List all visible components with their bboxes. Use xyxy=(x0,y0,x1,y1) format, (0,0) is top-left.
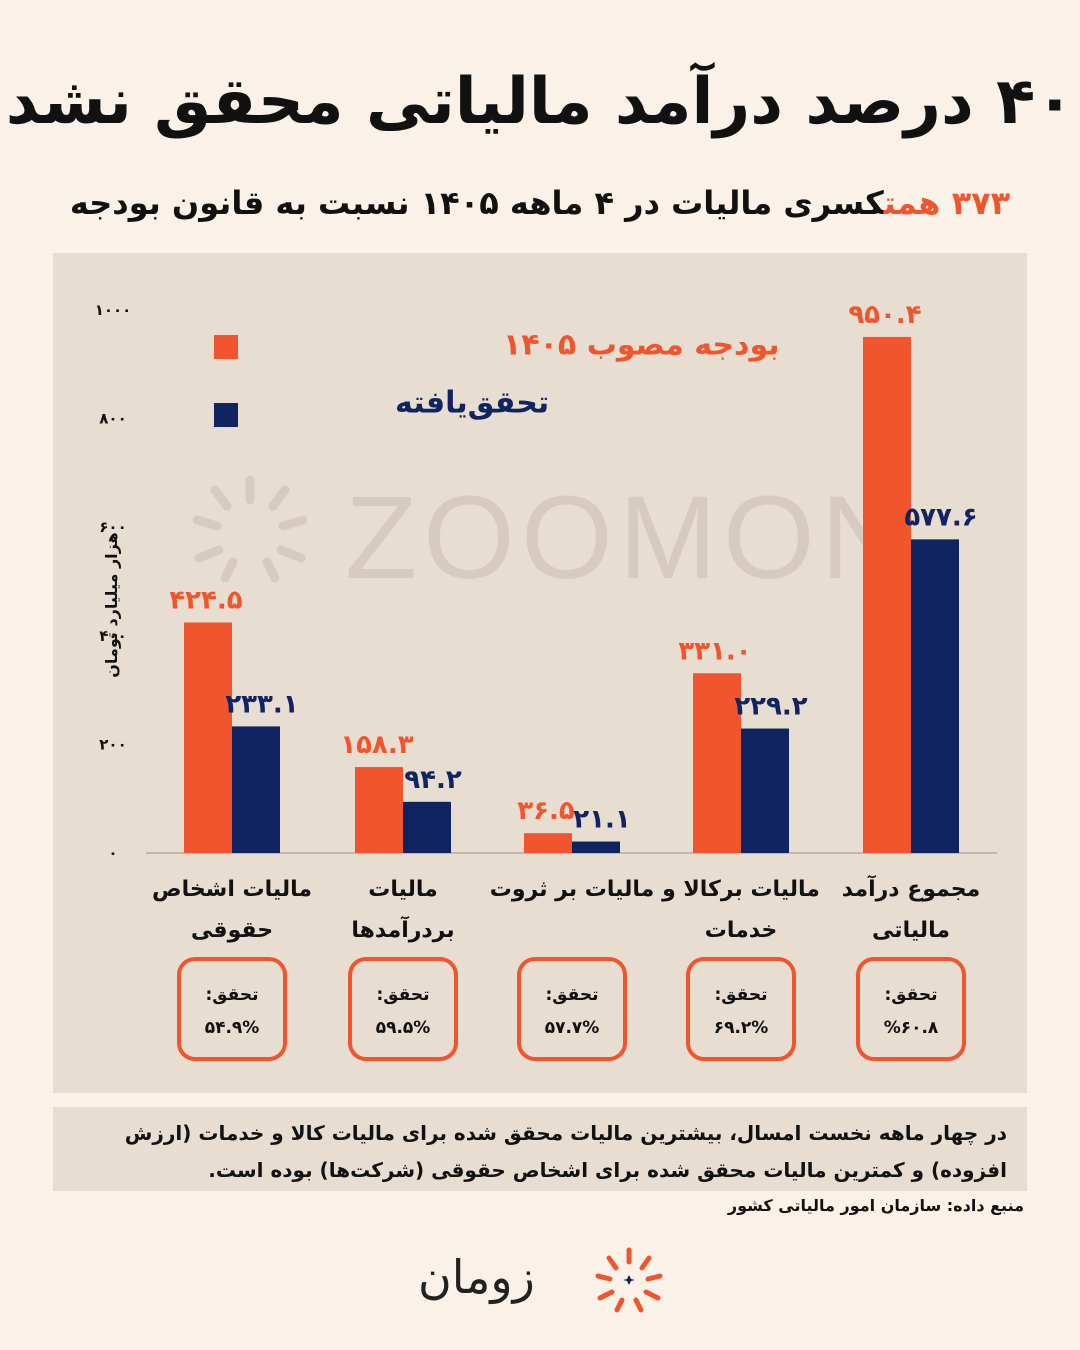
realization-label: تحقق: xyxy=(715,985,768,1005)
data-label-budget: ۴۲۴.۵ xyxy=(169,585,242,615)
realization-label: تحقق: xyxy=(377,985,430,1005)
data-label-budget: ۳۳۱.۰ xyxy=(678,636,751,666)
bar-realized xyxy=(403,801,451,853)
bar-budget xyxy=(524,833,572,853)
category-label: بردرآمدها xyxy=(351,915,454,943)
footnote: در چهار ماهه نخست امسال، بیشترین مالیات … xyxy=(53,1107,1027,1191)
data-label-realized: ۹۴.۲ xyxy=(404,765,462,795)
y-tick-label: ۲۰۰ xyxy=(99,735,126,753)
y-ticks: ۰ ۲۰۰ ۴۰۰ ۶۰۰ ۸۰۰ ۱۰۰۰ xyxy=(95,301,132,862)
y-tick-label: ۸۰۰ xyxy=(99,410,126,428)
realization-boxes: تحقق: ۵۴.۹% تحقق: ۵۹.۵% تحقق: ۵۷.۷% تحقق: ۶۹.۲%… xyxy=(177,957,966,1061)
realization-label: تحقق: xyxy=(885,985,938,1005)
data-label-budget: ۹۵۰.۴ xyxy=(848,300,921,330)
page-title: ۴۰ درصد درآمد مالیاتی محقق نشد xyxy=(5,65,1075,139)
category-label: مالیات xyxy=(368,877,438,902)
category-label: مجموع درآمد xyxy=(842,874,981,902)
category-label: مالیات برکالا و xyxy=(661,877,820,902)
brand-name: زومان xyxy=(418,1250,535,1304)
realization-value: ۵۹.۵% xyxy=(376,1018,431,1038)
y-tick-label: ۰ xyxy=(108,844,117,862)
legend-label-realized: تحقق‌یافته xyxy=(395,386,549,421)
category-label: مالیات بر ثروت xyxy=(490,877,654,902)
subtitle-text: کسری مالیات در ۴ ماهه ۱۴۰۵ نسبت به قانون… xyxy=(69,184,884,222)
brand-sun-icon xyxy=(595,1247,663,1313)
bar-budget xyxy=(863,336,911,853)
data-label-realized: ۲۲۹.۲ xyxy=(734,692,807,722)
realization-label: تحقق: xyxy=(546,985,599,1005)
source-text: منبع داده: سازمان امور مالیاتی کشور xyxy=(727,1196,1024,1215)
realization-box xyxy=(686,957,796,1061)
brand: زومان xyxy=(418,1244,668,1320)
legend: بودجه مصوب ۱۴۰۵ تحقق‌یافته xyxy=(214,328,780,427)
category-label: مالیاتی xyxy=(872,918,950,943)
category-label: خدمات xyxy=(705,918,778,943)
bar-budget xyxy=(184,622,232,853)
watermark: ZOOMON xyxy=(185,470,906,604)
realization-value: %۶۰.۸ xyxy=(884,1018,939,1038)
legend-swatch-realized xyxy=(214,403,238,427)
data-label-budget: ۳۶.۵ xyxy=(517,796,575,826)
realization-value: ۵۴.۹% xyxy=(205,1018,260,1038)
watermark-text: ZOOMON xyxy=(345,472,912,604)
legend-label-budget: بودجه مصوب ۱۴۰۵ xyxy=(503,328,780,363)
bar-chart: ۰ ۲۰۰ ۴۰۰ ۶۰۰ ۸۰۰ ۱۰۰۰ ۴۲۴.۵ ۱۵۸.۳ ۳۶.۵ ۳۳۱.۰ ۹۵۰… xyxy=(95,300,997,1061)
realization-box xyxy=(348,957,458,1061)
data-label-budget: ۱۵۸.۳ xyxy=(340,730,413,760)
category-labels: مالیات اشخاص حقوقی مالیات بردرآمدها مالیات ب… xyxy=(152,874,980,943)
bar-realized xyxy=(741,728,789,853)
data-label-realized: ۵۷۷.۶ xyxy=(904,502,977,532)
realization-box xyxy=(177,957,287,1061)
subtitle: ۳۷۳ همتکسری مالیات در ۴ ماهه ۱۴۰۵ نسبت ب… xyxy=(0,178,1080,228)
y-tick-label: ۶۰۰ xyxy=(99,518,126,536)
y-tick-label: ۴۰۰ xyxy=(99,627,126,645)
realization-box xyxy=(517,957,627,1061)
realization-label: تحقق: xyxy=(206,985,259,1005)
data-label-realized: ۲۳۳.۱ xyxy=(225,689,298,719)
bar-budget xyxy=(693,673,741,853)
data-labels: ۴۲۴.۵ ۱۵۸.۳ ۳۶.۵ ۳۳۱.۰ ۹۵۰.۴ ۲۳۳.۱ ۹۴.۲ ۲۱.۱ ۲۲۹… xyxy=(169,300,977,835)
bar-budget xyxy=(355,767,403,853)
category-label: حقوقی xyxy=(191,918,273,943)
realization-box xyxy=(856,957,966,1061)
y-tick-label: ۱۰۰۰ xyxy=(95,301,132,319)
legend-swatch-budget xyxy=(214,335,238,359)
subtitle-accent: ۳۷۳ همت xyxy=(883,184,1011,222)
category-label: مالیات اشخاص xyxy=(152,877,312,902)
bar-realized xyxy=(911,539,959,853)
bar-realized xyxy=(232,726,280,853)
realization-value: ۶۹.۲% xyxy=(714,1018,769,1038)
bar-realized xyxy=(572,841,620,853)
realization-value: ۵۷.۷% xyxy=(545,1018,600,1038)
watermark-sun-icon xyxy=(192,475,308,583)
data-label-realized: ۲۱.۱ xyxy=(573,805,630,835)
bars xyxy=(184,336,959,853)
